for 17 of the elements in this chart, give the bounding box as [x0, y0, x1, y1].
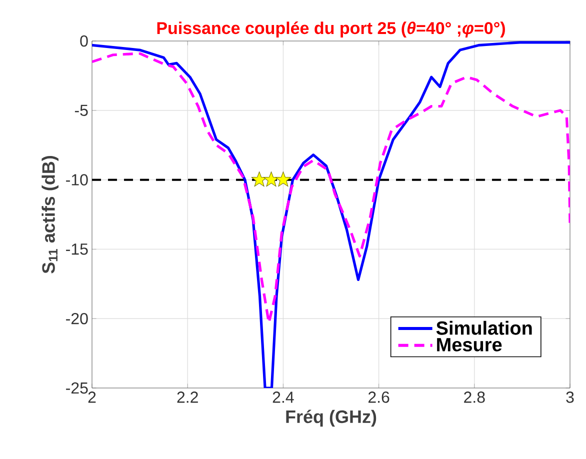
y-axis-title: S$_{11}$ actifs (dB) [42, 156, 58, 274]
x-tick-label: 2.2 [177, 392, 198, 403]
y-tick-label: -25 [66, 382, 88, 394]
x-axis-title: Fréq (GHz) [286, 410, 376, 427]
y-tick-label: -10 [66, 174, 88, 186]
chart-title: Puissance couplée du port 25 (θ=40° ;φ=0°) [157, 21, 505, 38]
x-tick-label: 2.4 [272, 392, 294, 403]
y-tick-label: 0 [80, 35, 88, 47]
y-tick-label: -15 [66, 244, 88, 255]
y-tick-label: -5 [74, 104, 88, 116]
legend-label: Simulation [436, 320, 532, 335]
x-tick-label: 2.6 [368, 392, 390, 403]
x-tick-label: 2.8 [464, 392, 485, 403]
legend-label: Mesure [437, 338, 502, 352]
x-tick-label: 2 [88, 392, 96, 403]
y-tick-label: -20 [66, 312, 88, 324]
x-tick-label: 3 [566, 392, 574, 403]
